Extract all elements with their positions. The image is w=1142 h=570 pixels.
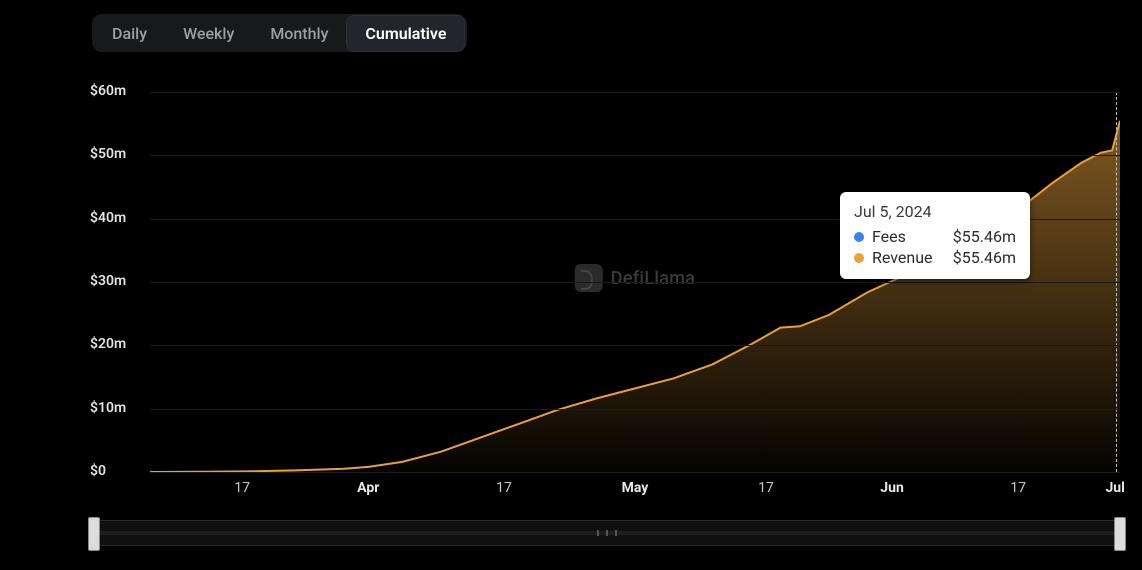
tab-cumulative[interactable]: Cumulative xyxy=(346,15,465,52)
x-tick-label: 17 xyxy=(496,480,512,496)
range-brush[interactable] xyxy=(92,520,1122,546)
brush-handle-right[interactable] xyxy=(1114,517,1126,551)
x-tick-label: 17 xyxy=(234,480,250,496)
y-tick-label: $60m xyxy=(90,83,150,99)
series-dot-icon xyxy=(854,253,864,263)
grid-line xyxy=(150,155,1120,156)
tooltip-series-value: $55.46m xyxy=(943,248,1016,267)
grid-line xyxy=(150,472,1120,473)
tab-daily[interactable]: Daily xyxy=(94,16,165,51)
y-tick-label: $30m xyxy=(90,273,150,289)
plot-area[interactable]: DefiLlama xyxy=(150,92,1120,472)
x-tick-label: 17 xyxy=(758,480,774,496)
brush-notch xyxy=(597,530,617,536)
area-fill xyxy=(150,121,1120,472)
interval-tabs: DailyWeeklyMonthlyCumulative xyxy=(92,14,467,52)
x-tick-label: Apr xyxy=(357,480,379,496)
x-tick-label: Jul xyxy=(1105,480,1124,496)
tooltip-row: Revenue $55.46m xyxy=(854,248,1016,267)
brush-handle-left[interactable] xyxy=(88,517,100,551)
tooltip-date: Jul 5, 2024 xyxy=(854,202,1016,221)
tooltip-series-label: Fees xyxy=(872,227,906,246)
grid-line xyxy=(150,92,1120,93)
y-tick-label: $40m xyxy=(90,210,150,226)
grid-line xyxy=(150,345,1120,346)
tooltip: Jul 5, 2024 Fees $55.46m Revenue $55.46m xyxy=(840,192,1030,279)
x-tick-label: May xyxy=(622,480,649,496)
tooltip-row: Fees $55.46m xyxy=(854,227,1016,246)
chart-area: $0$10m$20m$30m$40m$50m$60m DefiLlama 17A… xyxy=(90,92,1120,508)
y-tick-label: $0 xyxy=(90,463,150,479)
y-tick-label: $20m xyxy=(90,336,150,352)
x-axis-labels: 17Apr17May17Jun17Jul xyxy=(150,480,1120,504)
x-tick-label: 17 xyxy=(1010,480,1026,496)
tab-monthly[interactable]: Monthly xyxy=(252,16,346,51)
y-tick-label: $10m xyxy=(90,400,150,416)
tab-weekly[interactable]: Weekly xyxy=(165,16,252,51)
tooltip-series-label: Revenue xyxy=(872,248,933,267)
grid-line xyxy=(150,409,1120,410)
grid-line xyxy=(150,282,1120,283)
chart-panel: DailyWeeklyMonthlyCumulative $0 $10m $20m $… xyxy=(0,0,1142,570)
x-tick-label: Jun xyxy=(880,480,904,496)
y-tick-label: $50m xyxy=(90,146,150,162)
series-dot-icon xyxy=(854,232,864,242)
tooltip-series-value: $55.46m xyxy=(916,227,1016,246)
y-axis-labels: $0$10m$20m$30m$40m$50m$60m xyxy=(90,92,150,508)
